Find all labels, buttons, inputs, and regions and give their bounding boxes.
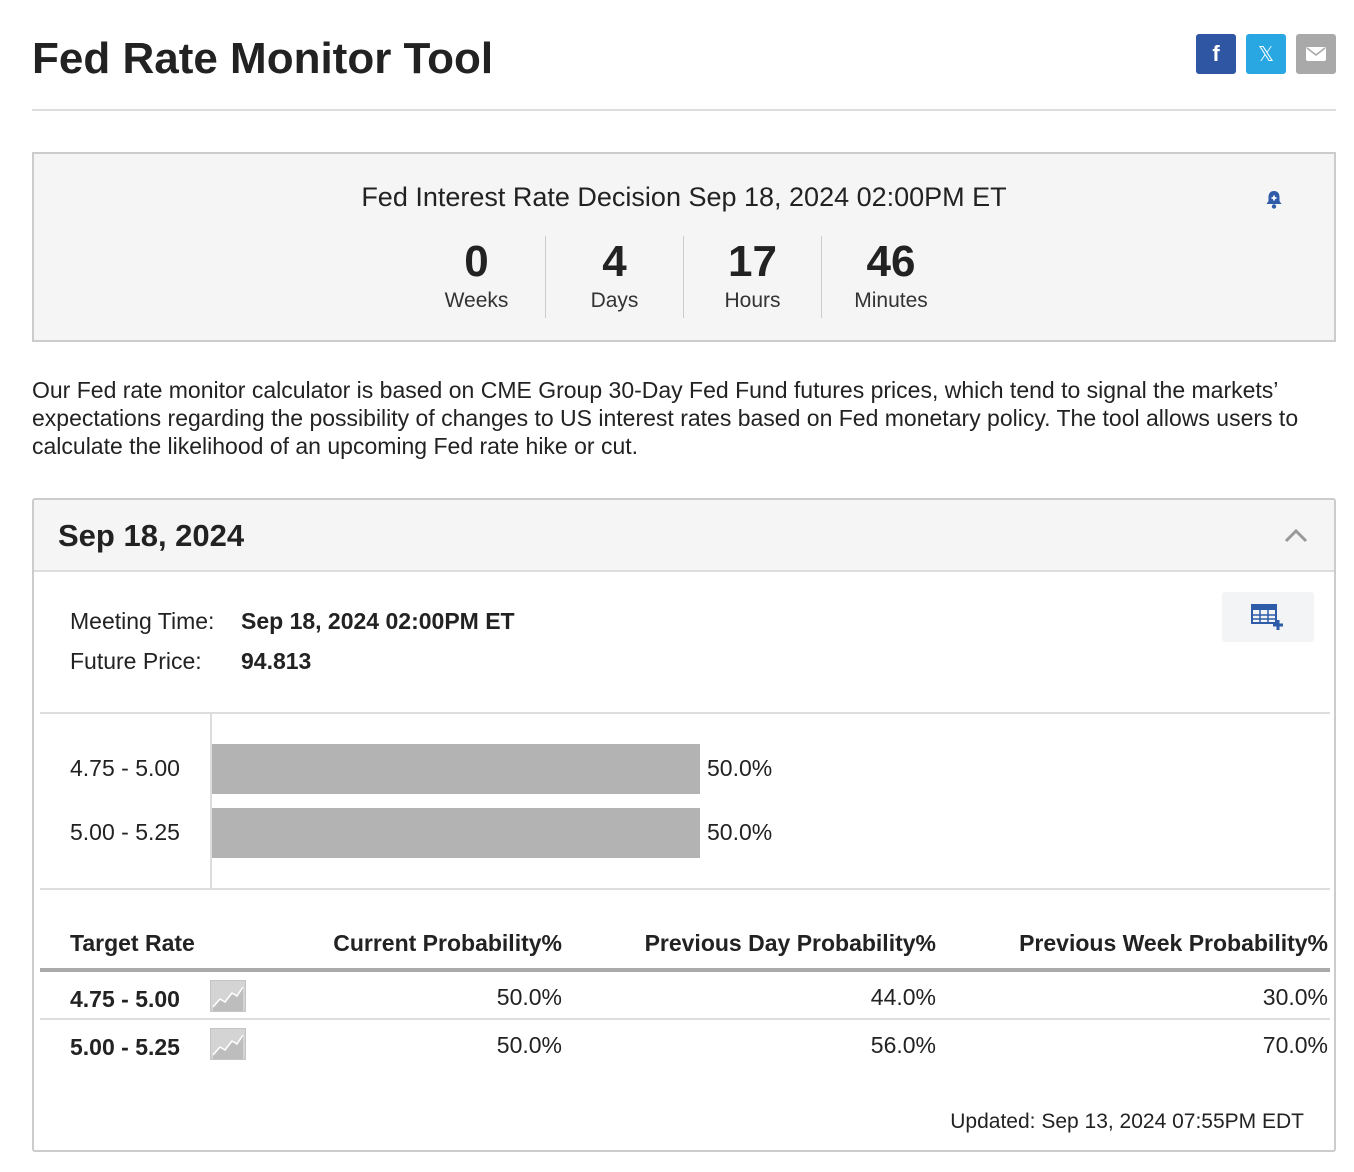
bar-category-label: 4.75 - 5.00 — [70, 755, 180, 781]
trend-chart-icon[interactable] — [210, 980, 246, 1012]
probability-bar-chart: 4.75 - 5.00 50.0% 5.00 - 5.25 50.0% — [40, 712, 1330, 890]
twitter-share-button[interactable]: 𝕏 — [1246, 34, 1286, 74]
countdown-panel: Fed Interest Rate Decision Sep 18, 2024 … — [32, 152, 1336, 342]
future-price-label: Future Price: — [70, 648, 202, 674]
twitter-icon: 𝕏 — [1257, 43, 1275, 66]
table-row: 5.00 - 5.25 50.0% 56.0% 70.0% — [40, 1020, 1330, 1068]
probability-table: Target Rate Current Probability% Previou… — [40, 918, 1330, 1068]
updated-timestamp: Updated: Sep 13, 2024 07:55PM EDT — [950, 1110, 1304, 1133]
share-buttons: f 𝕏 — [1196, 34, 1336, 74]
future-price-value: 94.813 — [241, 648, 312, 674]
countdown-value: 46 — [866, 237, 916, 286]
header-current-probability: Current Probability% — [333, 930, 562, 956]
email-share-button[interactable] — [1296, 34, 1336, 74]
countdown-label: Hours — [724, 289, 781, 312]
countdown-hours: 17 Hours — [684, 236, 822, 318]
probability-bar — [212, 808, 700, 858]
facebook-icon: f — [1212, 41, 1220, 66]
countdown-label: Minutes — [854, 289, 928, 312]
table-add-icon — [1251, 604, 1283, 630]
meeting-time-value: Sep 18, 2024 02:00PM ET — [241, 608, 515, 634]
meeting-date-title: Sep 18, 2024 — [58, 518, 245, 553]
countdown-label: Days — [590, 289, 639, 312]
countdown-value: 4 — [602, 237, 627, 286]
target-rate-cell: 4.75 - 5.00 — [70, 986, 180, 1012]
countdown-weeks: 0 Weeks — [408, 236, 546, 318]
table-row: 4.75 - 5.00 50.0% 44.0% 30.0% — [40, 972, 1330, 1020]
meeting-panel-header[interactable]: Sep 18, 2024 — [34, 500, 1334, 572]
bar-category-label: 5.00 - 5.25 — [70, 819, 180, 845]
chart-axis — [210, 714, 212, 888]
title-divider — [32, 109, 1336, 111]
meeting-time-label: Meeting Time: — [70, 608, 215, 634]
table-header: Target Rate Current Probability% Previou… — [40, 918, 1330, 972]
header-target-rate: Target Rate — [70, 930, 195, 956]
probability-bar — [212, 744, 700, 794]
previous-week-probability-cell: 30.0% — [1262, 984, 1328, 1010]
previous-day-probability-cell: 56.0% — [870, 1032, 936, 1058]
countdown-value: 17 — [728, 237, 777, 286]
current-probability-cell: 50.0% — [496, 984, 562, 1010]
previous-week-probability-cell: 70.0% — [1262, 1032, 1328, 1058]
trend-chart-icon[interactable] — [210, 1028, 246, 1060]
countdown-value: 0 — [464, 237, 489, 286]
bar-value-label: 50.0% — [707, 755, 773, 781]
countdown-title: Fed Interest Rate Decision Sep 18, 2024 … — [361, 182, 1007, 212]
header-previous-week-probability: Previous Week Probability% — [1019, 930, 1328, 956]
countdown-days: 4 Days — [546, 236, 684, 318]
countdown-label: Weeks — [444, 289, 509, 312]
current-probability-cell: 50.0% — [496, 1032, 562, 1058]
page-title: Fed Rate Monitor Tool — [32, 34, 494, 83]
previous-day-probability-cell: 44.0% — [870, 984, 936, 1010]
bell-alert-icon[interactable] — [1262, 188, 1286, 212]
tool-description: Our Fed rate monitor calculator is based… — [32, 377, 1299, 459]
countdown-units: 0 Weeks 4 Days 17 Hours 46 Minutes — [34, 236, 1334, 318]
header-previous-day-probability: Previous Day Probability% — [644, 930, 936, 956]
meeting-panel: Sep 18, 2024 Meeting Time: Sep 18, 2024 … — [32, 498, 1336, 1152]
bar-value-label: 50.0% — [707, 819, 773, 845]
export-table-button[interactable] — [1222, 592, 1314, 642]
countdown-minutes: 46 Minutes — [822, 236, 960, 318]
chevron-up-icon[interactable] — [1282, 522, 1310, 550]
target-rate-cell: 5.00 - 5.25 — [70, 1034, 180, 1060]
facebook-share-button[interactable]: f — [1196, 34, 1236, 74]
mail-icon — [1306, 47, 1326, 61]
